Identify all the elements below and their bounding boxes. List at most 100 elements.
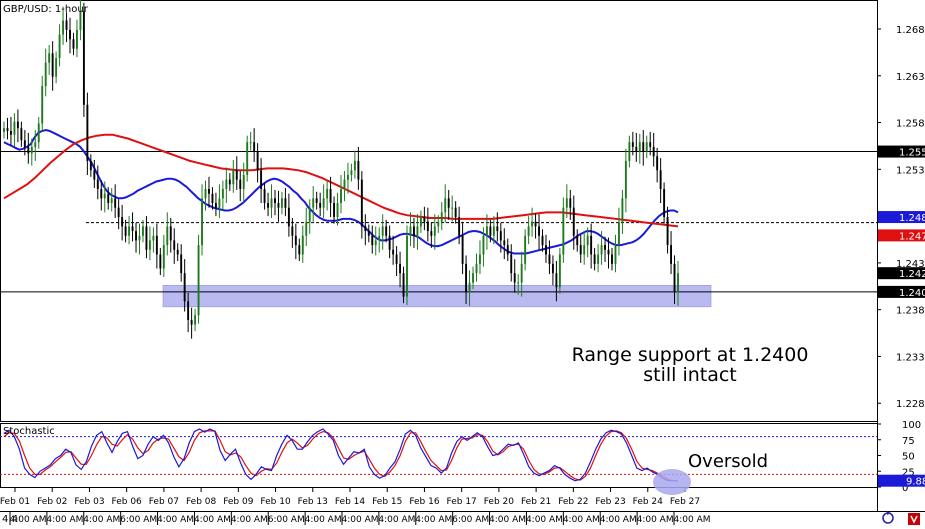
candle [485, 214, 488, 250]
stoch-value-label: 9.88 [906, 477, 925, 488]
candle-body [37, 123, 40, 143]
candle-body [656, 156, 659, 171]
candle [246, 135, 249, 182]
candle-body [617, 221, 620, 246]
candle [430, 222, 433, 248]
candle-body [385, 226, 388, 236]
candle-body [294, 235, 297, 246]
candle [211, 187, 214, 210]
candle [562, 197, 565, 263]
candle [131, 212, 134, 242]
candle-body [451, 207, 454, 209]
candle [496, 212, 499, 242]
candle-body [593, 254, 596, 264]
candle [124, 219, 127, 243]
candle [37, 116, 40, 149]
candle-body [16, 121, 19, 129]
candle-body [312, 198, 315, 208]
candle [437, 215, 440, 233]
candle [572, 195, 575, 250]
candle-body [142, 226, 144, 236]
candle-body [211, 193, 214, 204]
candle-body [565, 198, 568, 208]
candle [357, 146, 360, 190]
candle-body [569, 198, 572, 208]
candle [510, 244, 513, 282]
candle-body [353, 160, 356, 171]
candle [558, 247, 561, 294]
candle [256, 143, 259, 183]
candle [218, 184, 221, 218]
candle [65, 12, 68, 43]
sync-icon[interactable] [882, 511, 894, 524]
candle-body [551, 263, 554, 274]
time-tick-label: 4:00 AM [46, 515, 83, 525]
time-tick-label: 6:00 AM [268, 515, 305, 525]
candle [110, 188, 113, 212]
candle [520, 251, 523, 297]
candle [388, 225, 391, 259]
candle-body [472, 273, 474, 283]
candle-body [402, 273, 405, 297]
stoch-d-line [3, 430, 678, 482]
candle-body [48, 53, 51, 63]
candle-body [82, 11, 85, 105]
candle [284, 188, 287, 217]
candle [267, 192, 269, 217]
candle-body [659, 170, 662, 189]
candle [621, 189, 624, 234]
candle [249, 131, 252, 151]
ema-blue-line [3, 128, 679, 255]
candle-body [187, 301, 190, 320]
candle [121, 204, 124, 241]
time-tick-label: 4:00 AM [637, 515, 674, 525]
candle-body [555, 273, 558, 288]
candle [652, 132, 655, 167]
candle-body [201, 198, 203, 246]
candle [82, 2, 85, 117]
candle [534, 213, 537, 239]
candle-body [597, 254, 600, 264]
candle [228, 173, 231, 191]
date-tick-label: Feb 13 [298, 497, 328, 507]
oversold-circle [653, 469, 691, 495]
stochastic-title: Stochastic [3, 426, 55, 437]
candle [135, 222, 137, 253]
candle-body [670, 245, 673, 264]
candle [364, 214, 367, 246]
candle [479, 240, 481, 275]
time-tick-label: 4:00 AM [674, 515, 711, 525]
stoch-tick-label: 75 [902, 436, 915, 447]
candle [51, 41, 54, 91]
candle [677, 261, 679, 306]
candle [308, 199, 311, 234]
candle [371, 225, 374, 254]
candle [340, 174, 342, 214]
candle-body [357, 160, 360, 180]
candle-body [628, 142, 631, 161]
candle [103, 181, 106, 213]
candle-body [600, 245, 603, 255]
candle-body [350, 170, 353, 175]
candle [274, 189, 276, 216]
candle-body [89, 160, 92, 171]
candle-body [267, 203, 269, 208]
candle-body [378, 235, 381, 241]
candle-body [649, 142, 652, 147]
candle [138, 223, 141, 255]
candle-body [346, 174, 349, 180]
candle-body [336, 203, 339, 218]
candle-body [221, 188, 224, 199]
candle-body [624, 160, 627, 199]
candle-body [583, 245, 586, 255]
candle [169, 217, 172, 253]
candle-body [663, 188, 666, 218]
candle [48, 44, 51, 75]
candle [312, 186, 315, 222]
candle-body [673, 263, 676, 292]
candle [34, 130, 37, 161]
